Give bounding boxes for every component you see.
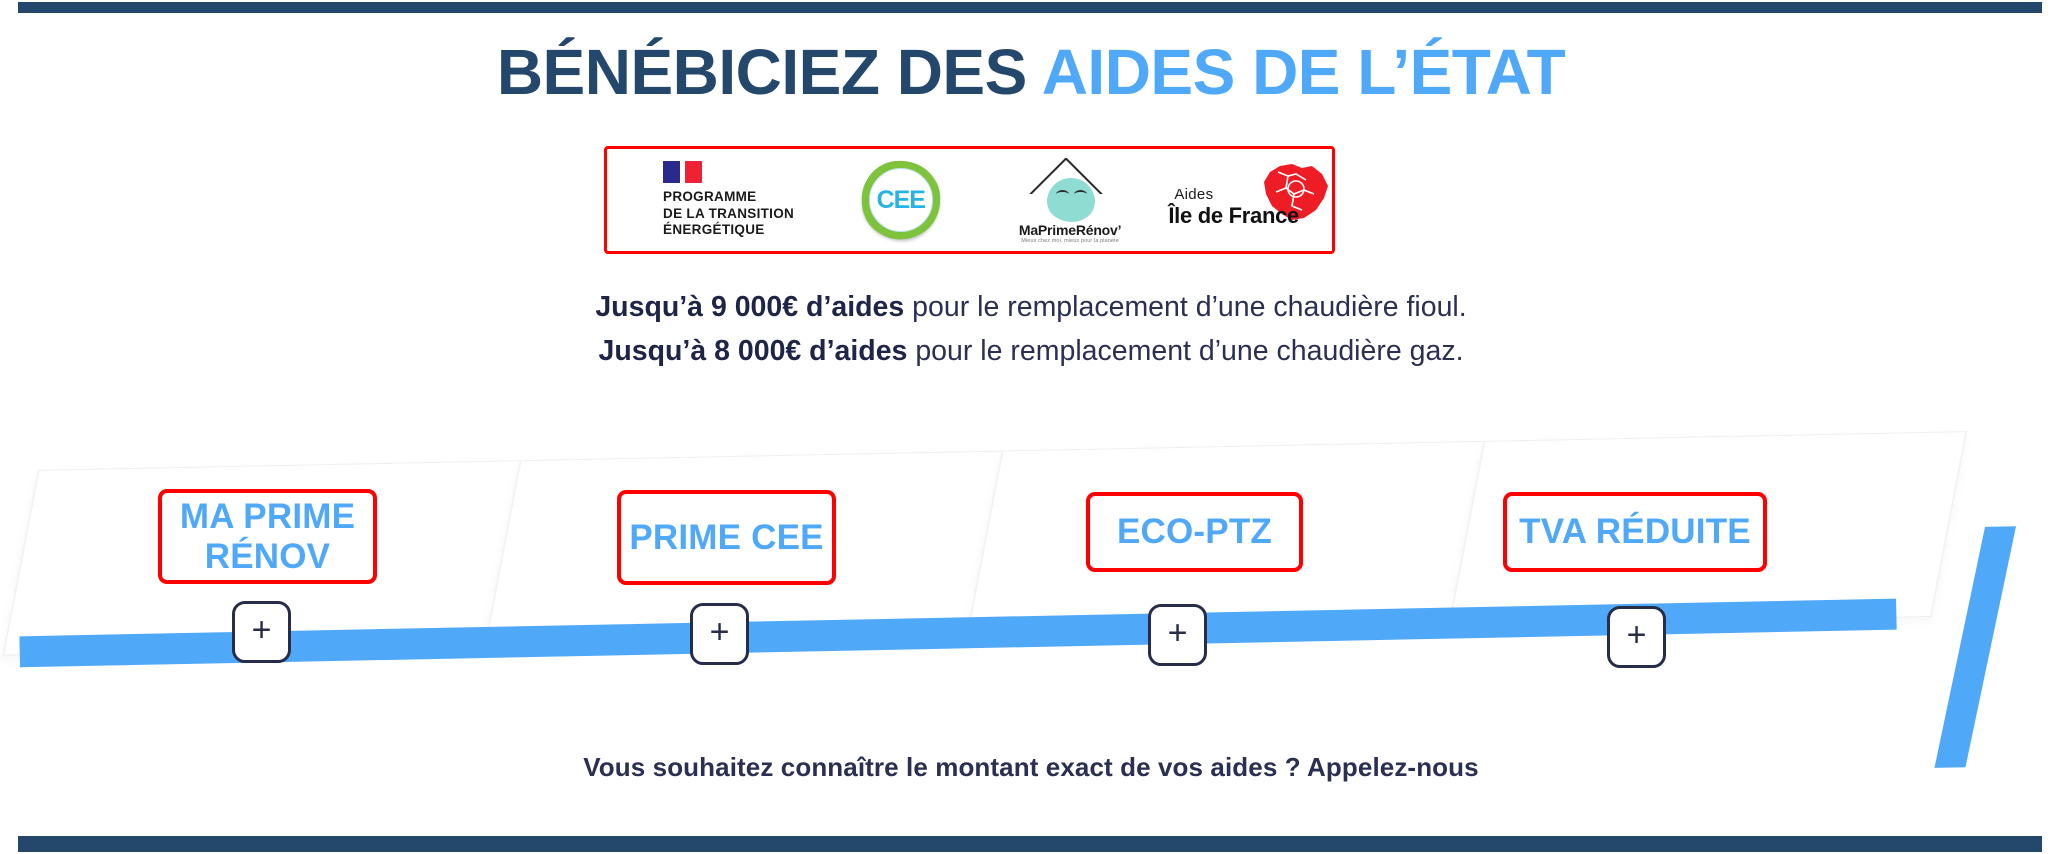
expand-button-ma-prime-renov[interactable]: + [232,601,291,663]
aid-chip-ma-prime-renov[interactable]: MA PRIME RÉNOV [158,489,377,584]
programme-line-1: PROGRAMME [663,188,757,204]
expand-button-prime-cee[interactable]: + [690,603,749,665]
logo-maprimerenov: MaPrimeRénov’ Mieux chez moi, mieux pour… [975,149,1164,251]
aid-chip-prime-cee[interactable]: PRIME CEE [617,490,836,585]
expand-button-eco-ptz[interactable]: + [1148,604,1207,666]
page-title-dark-part: BÉNÉBICIEZ DES [496,36,1042,108]
programme-line-2: DE LA TRANSITION [663,205,795,221]
blob-eye-right-icon [1074,190,1088,199]
aid-amount-fioul-bold: Jusqu’à 9 000€ d’aides [595,291,905,323]
idf-aides-label: Aides [1174,186,1214,203]
aid-amount-gaz-bold: Jusqu’à 8 000€ d’aides [598,335,908,368]
top-divider-rule [18,2,2042,13]
ile-de-france-map-icon [1264,164,1329,220]
page-title: BÉNÉBICIEZ DES AIDES DE L’ÉTAT [0,40,2062,104]
logo-aides-ile-de-france: Aides Île de France [1165,149,1332,251]
partner-logos-strip: PROGRAMME DE LA TRANSITION ÉNERGÉTIQUE C… [604,146,1335,254]
aid-amount-gaz-rest: pour le remplacement d’une chaudière gaz… [907,335,1464,368]
maprimerenov-name: MaPrimeRénov’ [1018,222,1122,238]
logo-cee: CEE [826,149,975,251]
blob-eye-left-icon [1056,190,1070,199]
aid-amount-fioul-rest: pour le remplacement d’une chaudière fio… [904,291,1467,323]
logo-programme-transition-energetique: PROGRAMME DE LA TRANSITION ÉNERGÉTIQUE [607,149,826,251]
aid-amounts-block: Jusqu’à 9 000€ d’aides pour le remplacem… [0,285,2062,373]
programme-line-3: ÉNERGÉTIQUE [663,222,765,238]
aid-chip-eco-ptz[interactable]: ECO-PTZ [1086,492,1303,572]
bottom-divider-rule [18,836,2042,852]
cee-label: CEE [876,185,926,214]
french-flag-icon [663,160,794,183]
aid-amount-line-gaz: Jusqu’à 8 000€ d’aides pour le remplacem… [0,329,2062,373]
expand-button-tva-reduite[interactable]: + [1607,606,1666,668]
maprimerenov-tagline: Mieux chez moi, mieux pour la planète [1021,238,1119,244]
aid-chip-tva-reduite[interactable]: TVA RÉDUITE [1503,492,1767,572]
idf-region-label: Île de France [1168,203,1299,228]
aid-amount-line-fioul: Jusqu’à 9 000€ d’aides pour le remplacem… [0,285,2062,329]
smiling-blob-icon [1047,178,1096,222]
call-us-prompt: Vous souhaitez connaître le montant exac… [583,752,1479,782]
page-title-light-part: AIDES DE L’ÉTAT [1041,36,1566,108]
